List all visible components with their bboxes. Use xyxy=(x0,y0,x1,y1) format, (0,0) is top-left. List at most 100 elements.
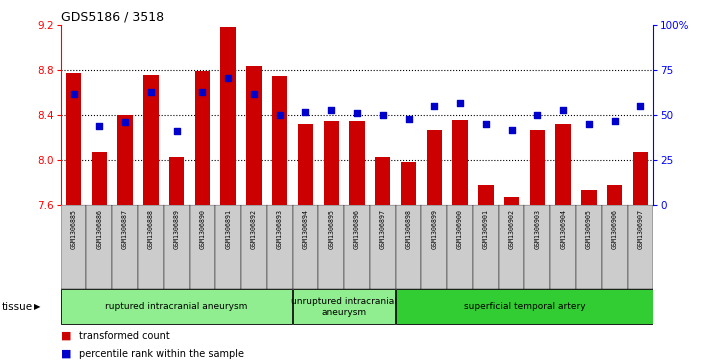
Bar xyxy=(246,66,261,205)
Point xyxy=(68,91,79,97)
Text: GSM1306896: GSM1306896 xyxy=(354,209,360,249)
Point xyxy=(196,89,208,95)
Text: GSM1306888: GSM1306888 xyxy=(148,209,154,249)
Bar xyxy=(576,205,602,289)
Point xyxy=(480,121,491,127)
Text: GDS5186 / 3518: GDS5186 / 3518 xyxy=(61,11,164,24)
Bar xyxy=(169,157,184,205)
Bar xyxy=(396,205,421,289)
Text: GSM1306890: GSM1306890 xyxy=(199,209,206,249)
Text: transformed count: transformed count xyxy=(79,331,169,341)
Bar xyxy=(498,205,525,289)
Bar xyxy=(504,197,519,205)
Bar xyxy=(66,73,81,205)
Text: GSM1306903: GSM1306903 xyxy=(534,209,540,249)
Text: ■: ■ xyxy=(61,349,71,359)
Text: percentile rank within the sample: percentile rank within the sample xyxy=(79,349,243,359)
Point xyxy=(119,119,131,125)
Text: GSM1306894: GSM1306894 xyxy=(303,209,308,249)
Bar xyxy=(117,115,133,205)
Bar xyxy=(525,205,550,289)
Bar xyxy=(216,205,241,289)
Bar xyxy=(272,76,288,205)
Bar xyxy=(143,75,159,205)
Bar xyxy=(241,205,267,289)
Text: GSM1306893: GSM1306893 xyxy=(277,209,283,249)
Bar xyxy=(530,130,545,205)
Bar xyxy=(396,289,653,324)
Bar xyxy=(164,205,189,289)
Text: GSM1306905: GSM1306905 xyxy=(586,209,592,249)
Point xyxy=(609,118,620,123)
Bar xyxy=(221,26,236,205)
Text: GSM1306895: GSM1306895 xyxy=(328,209,334,249)
Text: GSM1306887: GSM1306887 xyxy=(122,209,128,249)
Point xyxy=(351,111,363,117)
Point xyxy=(274,113,286,118)
Text: GSM1306906: GSM1306906 xyxy=(612,209,618,249)
Bar xyxy=(293,205,318,289)
Point xyxy=(558,107,569,113)
Bar xyxy=(633,152,648,205)
Text: GSM1306885: GSM1306885 xyxy=(71,209,76,249)
Bar xyxy=(426,130,442,205)
Text: GSM1306899: GSM1306899 xyxy=(431,209,437,249)
Bar xyxy=(267,205,293,289)
Bar xyxy=(318,205,344,289)
Bar xyxy=(344,205,370,289)
Bar xyxy=(189,205,216,289)
Bar xyxy=(628,205,653,289)
Text: GSM1306889: GSM1306889 xyxy=(174,209,180,249)
Point xyxy=(532,113,543,118)
Text: unruptured intracranial
aneurysm: unruptured intracranial aneurysm xyxy=(291,297,397,317)
Bar xyxy=(61,205,86,289)
Text: GSM1306897: GSM1306897 xyxy=(380,209,386,249)
Point xyxy=(583,121,595,127)
Text: GSM1306898: GSM1306898 xyxy=(406,209,411,249)
Point xyxy=(403,116,414,122)
Text: tissue: tissue xyxy=(1,302,33,312)
Bar xyxy=(550,205,576,289)
Bar xyxy=(349,121,365,205)
Bar xyxy=(473,205,498,289)
Bar xyxy=(86,205,112,289)
Text: ruptured intracranial aneurysm: ruptured intracranial aneurysm xyxy=(106,302,248,311)
Text: ▶: ▶ xyxy=(34,302,41,311)
Point xyxy=(428,103,440,109)
Point xyxy=(248,91,260,97)
Point xyxy=(506,127,518,132)
Point xyxy=(223,75,234,81)
Text: ■: ■ xyxy=(61,331,71,341)
Bar xyxy=(195,72,210,205)
Bar xyxy=(61,289,292,324)
Text: GSM1306904: GSM1306904 xyxy=(560,209,566,249)
Point xyxy=(94,123,105,129)
Bar xyxy=(453,120,468,205)
Bar xyxy=(91,152,107,205)
Bar xyxy=(375,157,391,205)
Bar xyxy=(607,185,623,205)
Text: GSM1306901: GSM1306901 xyxy=(483,209,489,249)
Bar xyxy=(478,185,493,205)
Point xyxy=(145,89,156,95)
Bar xyxy=(555,124,571,205)
Text: GSM1306891: GSM1306891 xyxy=(225,209,231,249)
Bar xyxy=(581,191,597,205)
Bar xyxy=(112,205,138,289)
Text: GSM1306900: GSM1306900 xyxy=(457,209,463,249)
Text: GSM1306907: GSM1306907 xyxy=(638,209,643,249)
Text: superficial temporal artery: superficial temporal artery xyxy=(463,302,585,311)
Bar xyxy=(323,121,339,205)
Bar xyxy=(421,205,447,289)
Point xyxy=(377,113,388,118)
Point xyxy=(171,129,182,134)
Point xyxy=(454,100,466,106)
Bar xyxy=(298,124,313,205)
Point xyxy=(635,103,646,109)
Text: GSM1306902: GSM1306902 xyxy=(508,209,515,249)
Text: GSM1306892: GSM1306892 xyxy=(251,209,257,249)
Bar xyxy=(602,205,628,289)
Bar xyxy=(447,205,473,289)
Point xyxy=(300,109,311,115)
Bar xyxy=(138,205,164,289)
